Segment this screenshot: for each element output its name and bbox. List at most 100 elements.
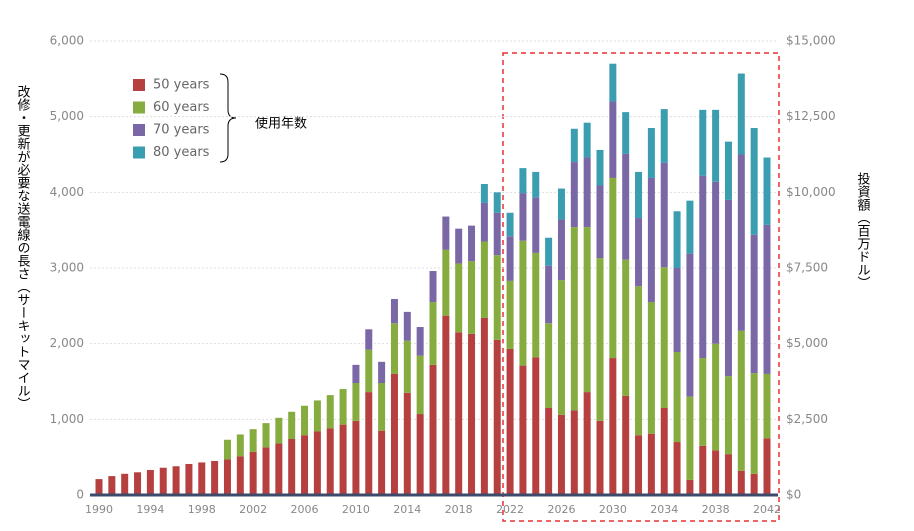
- legend-label: 80 years: [153, 145, 210, 160]
- x-tick-label: 2026: [547, 503, 575, 516]
- bar-segment: [416, 414, 424, 495]
- y-axis-title: 改修・更新が必要な送電線の長さ（サーキットマイル）: [15, 85, 31, 410]
- bar-segment: [493, 192, 501, 213]
- bar-segment: [236, 456, 244, 495]
- bar-segment: [635, 435, 643, 495]
- bar-segment: [724, 141, 732, 200]
- bar-segment: [712, 109, 720, 182]
- x-tick-label: 2002: [239, 503, 267, 516]
- bar-segment: [429, 302, 437, 365]
- y-tick-label: 3,000: [50, 261, 84, 275]
- x-tick-label: 2030: [599, 503, 627, 516]
- bar-segment: [506, 280, 514, 349]
- x-tick-label: 2022: [496, 503, 524, 516]
- bar-segment: [416, 327, 424, 356]
- bar-segment: [532, 357, 540, 495]
- bar-segment: [545, 237, 553, 266]
- bar-segment: [724, 376, 732, 455]
- legend-title: 使用年数: [255, 116, 307, 132]
- x-tick-label: 1994: [136, 503, 164, 516]
- bar-segment: [339, 389, 347, 425]
- bar-segment: [275, 417, 283, 444]
- y2-tick-label: $2,500: [786, 412, 828, 426]
- bar-segment: [301, 435, 309, 495]
- bar-segment: [301, 405, 309, 436]
- bar-segment: [712, 181, 720, 344]
- bar-segment: [198, 462, 206, 495]
- x-tick-label: 1998: [188, 503, 216, 516]
- bar-segment: [249, 451, 257, 495]
- bar-segment: [570, 162, 578, 228]
- bar-segment: [660, 407, 668, 495]
- bar-segment: [442, 315, 450, 495]
- x-tick-label: 2018: [445, 503, 473, 516]
- bar-segment: [532, 197, 540, 253]
- x-tick-label: 2014: [393, 503, 421, 516]
- bar-segment: [262, 447, 270, 495]
- bar-segment: [480, 184, 488, 203]
- bar-segment: [185, 463, 193, 495]
- bar-segment: [493, 339, 501, 495]
- legend-swatch: [133, 124, 145, 136]
- bar-segment: [557, 280, 565, 415]
- bar-segment: [583, 157, 591, 228]
- bar-segment: [763, 373, 771, 439]
- bar-segment: [699, 358, 707, 446]
- bar-segment: [352, 420, 360, 495]
- bar-segment: [647, 128, 655, 178]
- bar-segment: [480, 202, 488, 242]
- bar-segment: [390, 373, 398, 495]
- bar-segment: [249, 429, 257, 452]
- bar-segment: [737, 154, 745, 331]
- y-tick-label: 1,000: [50, 412, 84, 426]
- bar-segment: [506, 236, 514, 281]
- y-tick-label: 5,000: [50, 109, 84, 123]
- bar-segment: [763, 438, 771, 495]
- bar-segment: [442, 249, 450, 316]
- bar-segment: [326, 395, 334, 429]
- bar-segment: [545, 265, 553, 324]
- bar-segment: [468, 261, 476, 334]
- bar-segment: [660, 109, 668, 163]
- bar-segment: [750, 373, 758, 474]
- bar-segment: [750, 128, 758, 235]
- bar-segment: [596, 185, 604, 259]
- bar-segment: [686, 479, 694, 495]
- bar-segment: [390, 323, 398, 374]
- bar-segment: [403, 340, 411, 393]
- bar-segment: [596, 420, 604, 495]
- bar-segment: [557, 414, 565, 495]
- x-tick-label: 2010: [342, 503, 370, 516]
- bar-segment: [365, 349, 373, 393]
- bar-segment: [121, 473, 129, 495]
- bar-segment: [545, 323, 553, 408]
- bar-segment: [647, 177, 655, 303]
- x-tick-label: 1990: [85, 503, 113, 516]
- legend-label: 50 years: [153, 78, 210, 93]
- bar-segment: [506, 212, 514, 237]
- legend-swatch: [133, 146, 145, 159]
- bar-segment: [737, 470, 745, 495]
- bar-segment: [712, 450, 720, 495]
- bar-segment: [455, 332, 463, 495]
- y2-tick-label: $7,500: [786, 261, 828, 275]
- y2-tick-label: $0: [786, 488, 801, 502]
- y2-tick-label: $12,500: [786, 109, 836, 123]
- bar-segment: [583, 392, 591, 495]
- bar-segment: [352, 383, 360, 421]
- bar-segment: [635, 286, 643, 436]
- bar-segment: [416, 355, 424, 415]
- bar-segment: [583, 122, 591, 158]
- bar-segment: [493, 212, 501, 256]
- bar-segment: [493, 255, 501, 340]
- bar-segment: [390, 299, 398, 324]
- bar-segment: [223, 439, 231, 460]
- bar-segment: [352, 364, 360, 384]
- bar-segment: [622, 259, 630, 396]
- y2-tick-label: $5,000: [786, 336, 828, 350]
- bar-segment: [673, 442, 681, 495]
- highlight-box: [502, 52, 780, 522]
- bar-segment: [699, 175, 707, 359]
- bar-segment: [622, 153, 630, 260]
